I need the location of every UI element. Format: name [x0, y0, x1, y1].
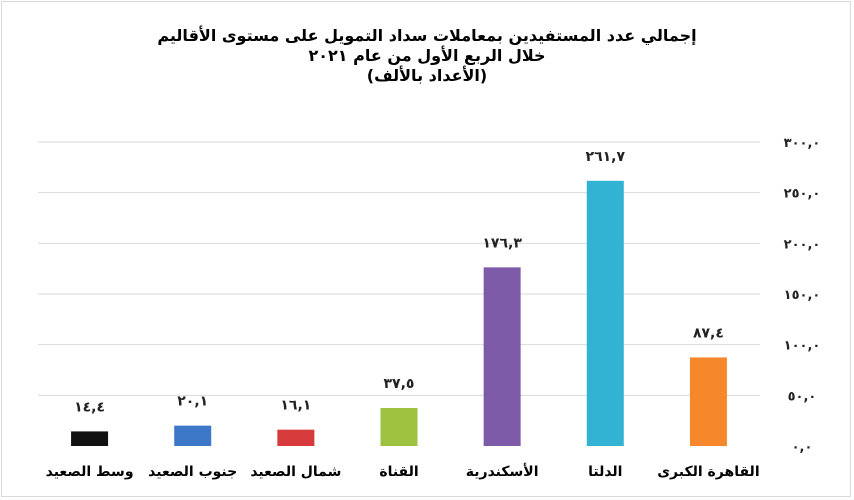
category-label: جنوب الصعيد [148, 464, 237, 480]
bar [174, 425, 212, 446]
bar [277, 429, 315, 446]
value-label: ١٧٦,٣ [482, 235, 522, 251]
y-tick-label: ١٥٠,٠ [784, 288, 821, 303]
value-label: ١٤,٤ [74, 399, 105, 415]
value-label: ٢٠,١ [177, 394, 208, 410]
y-tick-label: ٢٠٠,٠ [784, 237, 821, 252]
chart-title-line-2: خلال الربع الأول من عام ٢٠٢١ [308, 46, 546, 65]
y-tick-label: ١٠٠,٠ [784, 339, 821, 354]
category-label: القناة [379, 464, 418, 480]
y-tick-label: ٣٠٠,٠ [784, 136, 821, 151]
y-tick-label: ٢٥٠,٠ [784, 187, 821, 202]
value-label: ٣٧,٥ [384, 376, 415, 392]
value-label: ١٦,١ [280, 398, 311, 414]
y-tick-label: ٠,٠ [792, 440, 813, 455]
bar [380, 408, 418, 446]
category-label: شمال الصعيد [250, 464, 341, 480]
category-label: الأسكندرية [466, 463, 539, 480]
value-label: ٢٦١,٧ [586, 149, 626, 165]
chart-title-line-1: إجمالي عدد المستفيدين بمعاملات سداد التم… [157, 26, 697, 45]
y-tick-label: ٥٠,٠ [788, 389, 817, 404]
value-label: ٨٧,٤ [693, 325, 724, 341]
category-labels: القاهرة الكبرى الدلتا الأسكندرية القناة شمال… [46, 463, 760, 480]
bar [689, 357, 727, 446]
gridlines [38, 141, 760, 396]
chart-title: إجمالي عدد المستفيدين بمعاملات سداد التم… [0, 26, 854, 86]
value-labels: ٨٧,٤ ٢٦١,٧ ١٧٦,٣ ٣٧,٥ ١٦,١ ٢٠,١ ١٤,٤ [74, 149, 724, 416]
bar [586, 180, 624, 446]
category-label: وسط الصعيد [46, 464, 134, 480]
y-axis-ticks: ٠,٠ ٥٠,٠ ١٠٠,٠ ١٥٠,٠ ٢٠٠,٠ ٢٥٠,٠ ٣٠٠,٠ [784, 136, 821, 455]
bar [483, 267, 521, 446]
category-label: الدلتا [588, 464, 622, 480]
category-label: القاهرة الكبرى [657, 464, 759, 480]
bar [71, 431, 109, 446]
bars [71, 180, 727, 446]
chart-title-line-3: (الأعداد بالألف) [366, 66, 488, 85]
